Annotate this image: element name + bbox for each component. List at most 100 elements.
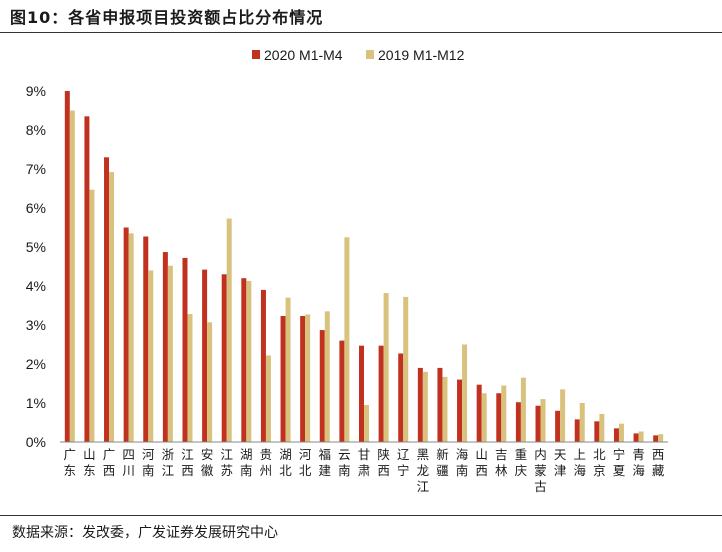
bar-2020 — [496, 393, 502, 442]
category-char: 海 — [573, 463, 586, 478]
bar-2020 — [555, 410, 561, 442]
bar-2019 — [89, 189, 95, 442]
bar-2019 — [658, 434, 664, 442]
bar-2020 — [143, 236, 149, 442]
bar-2019 — [207, 322, 213, 442]
category-char: 南 — [240, 463, 253, 478]
category-label: 浙江 — [162, 447, 175, 478]
y-tick-label: 8% — [26, 122, 46, 138]
category-label: 安徽 — [201, 447, 214, 478]
header-rule — [0, 32, 722, 33]
y-axis: 0% 1% 2% 3% 4% 5% 6% 7% 8% 9% — [26, 83, 46, 450]
category-char: 河 — [299, 447, 312, 462]
y-tick-label: 1% — [26, 395, 46, 411]
category-char: 上 — [573, 447, 586, 462]
bar-2020 — [417, 367, 423, 442]
category-label: 江西 — [181, 447, 194, 478]
bar-2020 — [241, 278, 247, 442]
bar-2019 — [638, 431, 644, 442]
category-char: 蒙 — [534, 463, 547, 478]
x-axis: 广东山东广西四川河南浙江江西安徽江苏湖南贵州湖北河北福建云南甘肃陕西辽宁黑龙江新… — [60, 441, 668, 494]
bar-2019 — [148, 270, 154, 442]
category-label: 贵州 — [260, 447, 273, 478]
bar-2019 — [128, 233, 134, 442]
bar-2019 — [69, 110, 75, 442]
y-tick-label: 4% — [26, 278, 46, 294]
category-char: 河 — [142, 447, 155, 462]
bar-2019 — [364, 404, 369, 442]
bar-2020 — [300, 316, 306, 442]
bar-2019 — [383, 293, 389, 442]
category-char: 陕 — [377, 447, 390, 462]
category-char: 海 — [632, 463, 645, 478]
category-char: 宁 — [613, 447, 626, 462]
bar-2020 — [398, 353, 404, 442]
category-label: 北京 — [593, 447, 606, 478]
category-char: 天 — [554, 447, 567, 462]
category-char: 西 — [181, 463, 194, 478]
category-label: 陕西 — [377, 447, 390, 478]
category-label: 福建 — [319, 447, 332, 478]
bar-2019 — [618, 423, 624, 442]
bar-2019 — [481, 393, 487, 442]
bar-chart: 2020 M1-M4 2019 M1-M12 0% 1% 2% 3% 4% 5% 6% 7% 8%… — [26, 47, 668, 494]
category-char: 西 — [377, 463, 390, 478]
bar-2019 — [520, 377, 526, 442]
category-char: 东 — [64, 463, 77, 478]
category-char: 藏 — [652, 463, 665, 478]
category-char: 江 — [220, 447, 233, 462]
bar-2019 — [285, 297, 291, 442]
bar-2019 — [540, 399, 546, 442]
bar-2020 — [437, 367, 443, 442]
category-char: 黑 — [417, 447, 430, 462]
bar-2019 — [167, 265, 173, 442]
category-char: 广 — [64, 447, 77, 462]
bar-2019 — [265, 355, 271, 442]
category-char: 南 — [142, 463, 155, 478]
category-char: 湖 — [279, 447, 292, 462]
category-char: 川 — [122, 463, 135, 478]
category-char: 江 — [417, 479, 430, 494]
category-label: 黑龙江 — [417, 447, 430, 494]
category-label: 上海 — [573, 447, 586, 478]
category-char: 宁 — [397, 463, 410, 478]
footer-rule — [0, 515, 722, 516]
category-label: 海南 — [456, 447, 469, 478]
bar-2019 — [403, 296, 409, 442]
bar-2020 — [535, 405, 541, 442]
category-char: 广 — [103, 447, 116, 462]
category-char: 建 — [319, 463, 332, 478]
category-char: 安 — [201, 447, 214, 462]
y-tick-label: 2% — [26, 356, 46, 372]
category-label: 湖北 — [279, 447, 292, 478]
category-label: 天津 — [554, 447, 567, 478]
category-char: 山 — [83, 447, 96, 462]
category-char: 南 — [456, 463, 469, 478]
category-label: 宁夏 — [613, 447, 626, 478]
bar-2020 — [574, 419, 580, 442]
category-char: 甘 — [358, 447, 371, 462]
category-char: 内 — [534, 447, 547, 462]
bar-2020 — [221, 274, 227, 442]
category-char: 西 — [652, 447, 665, 462]
category-char: 贵 — [260, 447, 273, 462]
category-char: 浙 — [162, 447, 175, 462]
category-label: 山西 — [475, 447, 488, 478]
bar-2020 — [104, 157, 110, 443]
category-char: 吉 — [495, 447, 508, 462]
category-char: 古 — [534, 479, 547, 494]
category-char: 北 — [299, 463, 312, 478]
bar-2019 — [579, 403, 585, 442]
category-char: 徽 — [201, 463, 214, 478]
bar-2020 — [613, 428, 619, 442]
bar-2020 — [202, 269, 208, 442]
bar-2019 — [344, 237, 350, 442]
category-label: 内蒙古 — [534, 447, 547, 494]
bar-2020 — [162, 252, 168, 442]
bar-2020 — [339, 340, 345, 442]
bar-2019 — [109, 172, 115, 442]
bar-2020 — [633, 433, 639, 442]
category-char: 津 — [554, 463, 567, 478]
y-tick-label: 9% — [26, 83, 46, 99]
category-char: 江 — [162, 463, 175, 478]
